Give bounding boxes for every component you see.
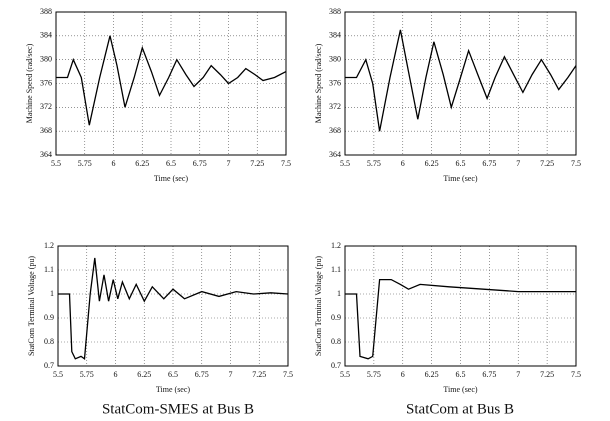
y-tick-label: 1.1 [44, 265, 54, 274]
x-tick-label: 6.5 [168, 370, 178, 379]
x-tick-label: 7.5 [283, 370, 293, 379]
x-tick-label: 6.5 [456, 370, 466, 379]
x-tick-label: 5.75 [367, 370, 381, 379]
y-tick-label: 364 [40, 150, 52, 159]
y-tick-label: 380 [329, 54, 341, 63]
line [58, 257, 289, 360]
x-axis-label: Time (sec) [443, 385, 477, 394]
x-tick-label: 6.5 [456, 159, 466, 168]
y-tick-label: 1.2 [331, 241, 341, 250]
plot-frame [344, 245, 577, 367]
y-tick-label: 1.2 [44, 241, 54, 250]
x-tick-label: 5.5 [340, 370, 350, 379]
x-tick-label: 6.25 [425, 370, 439, 379]
x-tick-label: 6 [114, 370, 118, 379]
x-tick-label: 6 [401, 370, 405, 379]
x-tick-label: 6.25 [137, 370, 151, 379]
x-tick-label: 7.5 [281, 159, 291, 168]
x-tick-label: 7.25 [540, 159, 554, 168]
plot-frame [344, 11, 577, 156]
x-tick-label: 5.5 [340, 159, 350, 168]
x-axis-label: Time (sec) [156, 385, 190, 394]
y-tick-label: 376 [329, 78, 341, 87]
x-tick-label: 6.25 [425, 159, 439, 168]
x-tick-label: 6 [112, 159, 116, 168]
y-tick-label: 0.9 [44, 313, 54, 322]
y-tick-label: 0.7 [44, 361, 54, 370]
y-tick-label: 372 [329, 102, 341, 111]
x-tick-label: 7.25 [540, 370, 554, 379]
y-tick-label: 368 [40, 126, 52, 135]
y-tick-label: 368 [329, 126, 341, 135]
x-tick-label: 7.5 [571, 159, 581, 168]
y-tick-label: 1.1 [331, 265, 341, 274]
x-tick-label: 5.75 [80, 370, 94, 379]
y-tick-label: 0.9 [331, 313, 341, 322]
y-tick-label: 388 [40, 7, 52, 16]
x-tick-label: 7.25 [250, 159, 264, 168]
y-tick-label: 388 [329, 7, 341, 16]
x-tick-label: 7 [229, 370, 233, 379]
x-tick-label: 6.75 [482, 370, 496, 379]
x-tick-label: 5.5 [51, 159, 61, 168]
x-tick-label: 5.75 [367, 159, 381, 168]
x-tick-label: 6.5 [166, 159, 176, 168]
x-tick-label: 6.75 [195, 370, 209, 379]
y-axis-label: Machine Speed (rad/sec) [314, 43, 323, 123]
y-tick-label: 1 [337, 289, 341, 298]
x-tick-label: 5.5 [53, 370, 63, 379]
line [345, 29, 577, 132]
x-tick-label: 5.75 [78, 159, 92, 168]
x-tick-label: 6.75 [482, 159, 496, 168]
y-tick-label: 376 [40, 78, 52, 87]
y-tick-label: 384 [329, 31, 341, 40]
x-tick-label: 6.25 [135, 159, 149, 168]
y-axis-label: Machine Speed (rad/sec) [25, 43, 34, 123]
y-tick-label: 364 [329, 150, 341, 159]
x-axis-label: Time (sec) [443, 174, 477, 183]
y-tick-label: 1 [50, 289, 54, 298]
y-tick-label: 372 [40, 102, 52, 111]
x-tick-label: 7.5 [571, 370, 581, 379]
y-tick-label: 0.7 [331, 361, 341, 370]
y-tick-label: 380 [40, 54, 52, 63]
line [56, 35, 287, 126]
y-tick-label: 384 [40, 31, 52, 40]
caption: StatCom-SMES at Bus B [102, 401, 254, 417]
x-tick-label: 6 [401, 159, 405, 168]
x-axis-label: Time (sec) [154, 174, 188, 183]
y-tick-label: 0.8 [331, 337, 341, 346]
y-axis-label: StatCom Terminal Voltage (pu) [314, 256, 323, 356]
x-tick-label: 7.25 [252, 370, 266, 379]
plot-frame [55, 11, 287, 156]
line [345, 278, 576, 360]
y-axis-label: StatCom Terminal Voltage (pu) [27, 256, 36, 356]
plot-frame [57, 245, 289, 367]
y-tick-label: 0.8 [44, 337, 54, 346]
x-tick-label: 6.75 [193, 159, 207, 168]
x-tick-label: 7 [516, 370, 520, 379]
x-tick-label: 7 [516, 159, 520, 168]
caption: StatCom at Bus B [406, 401, 514, 417]
x-tick-label: 7 [227, 159, 231, 168]
